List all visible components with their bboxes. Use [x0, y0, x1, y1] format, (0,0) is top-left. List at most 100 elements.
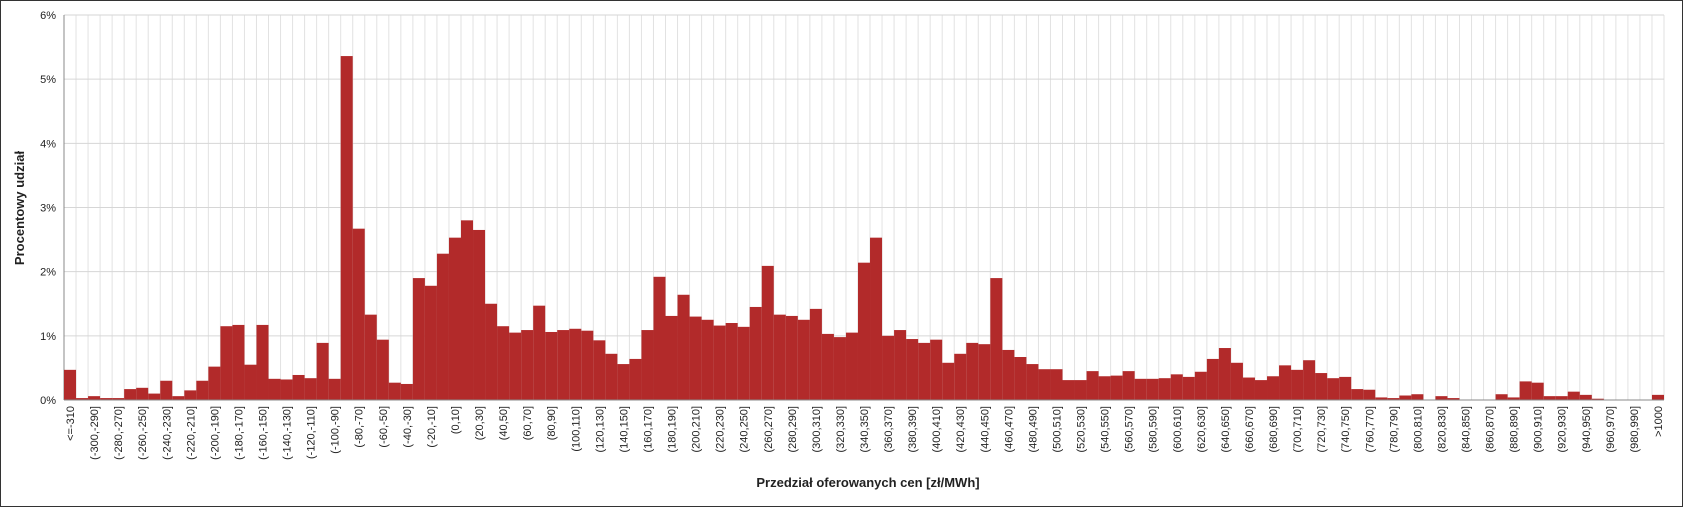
bar	[400, 383, 413, 400]
bar	[1567, 391, 1580, 400]
x-tick-label: (-300,-290]	[89, 406, 101, 460]
x-tick-label: >1000	[1653, 406, 1665, 437]
bar	[1495, 394, 1508, 400]
bar	[1267, 376, 1280, 400]
bar	[1351, 389, 1364, 400]
bar	[653, 276, 666, 400]
bar	[497, 326, 510, 400]
x-tick-label: (20,30]	[474, 406, 486, 440]
x-tick-label: (500,510]	[1051, 406, 1063, 452]
x-tick-label: (180,190]	[667, 406, 679, 452]
bar	[1651, 394, 1664, 400]
bar	[821, 333, 834, 400]
x-tick-label: (60,70]	[522, 406, 534, 440]
x-tick-label: (960,970]	[1605, 406, 1617, 452]
bar	[1291, 369, 1304, 400]
bar	[857, 262, 871, 400]
x-tick-label: (380,390]	[907, 406, 919, 452]
x-tick-label: (-200,-190]	[209, 406, 221, 460]
bar	[172, 396, 185, 400]
bar	[436, 253, 449, 400]
x-axis-label: Przedział oferowanych cen [zł/MWh]	[756, 475, 979, 490]
x-tick-label: (820,830]	[1436, 406, 1448, 452]
bar	[232, 324, 245, 400]
bar	[412, 278, 425, 400]
bar	[100, 398, 113, 400]
bar	[352, 228, 365, 400]
x-tick-label: (660,670]	[1244, 406, 1256, 452]
x-tick-label: (-260,-250]	[137, 406, 149, 460]
x-tick-label: (80,90]	[546, 406, 558, 440]
bar	[521, 330, 534, 400]
bar	[485, 303, 498, 400]
bar	[689, 316, 702, 400]
bar	[1194, 371, 1207, 400]
bar	[280, 379, 293, 400]
bar	[749, 306, 762, 400]
bar	[1086, 371, 1099, 400]
x-tick-label: (-220,-210]	[185, 406, 197, 460]
bar	[990, 278, 1003, 400]
bar	[112, 398, 125, 400]
x-tick-label: (-80,-70]	[354, 406, 366, 448]
x-tick-label: (340,350]	[859, 406, 871, 452]
x-tick-label: (40,50]	[498, 406, 510, 440]
bar	[1447, 398, 1460, 400]
bar	[1399, 395, 1412, 400]
bar	[256, 324, 269, 400]
x-tick-label: (840,850]	[1461, 406, 1473, 452]
bar	[882, 335, 895, 400]
y-tick-label: 6%	[40, 10, 56, 22]
x-tick-label: (440,450]	[979, 406, 991, 452]
bar	[906, 339, 919, 400]
bar	[1543, 396, 1556, 400]
x-tick-label: (-160,-150]	[257, 406, 269, 460]
bar	[954, 353, 967, 400]
bar	[1579, 394, 1592, 400]
bar	[617, 364, 630, 400]
x-tick-label: (420,430]	[955, 406, 967, 452]
bar	[1182, 376, 1195, 400]
bar	[1591, 398, 1604, 400]
bar	[1038, 369, 1051, 400]
x-tick-label: (640,650]	[1220, 406, 1232, 452]
bar	[304, 378, 317, 400]
bar	[1098, 376, 1111, 400]
bar	[894, 330, 907, 400]
x-tick-label: (760,770]	[1364, 406, 1376, 452]
x-tick-label: (160,170]	[642, 406, 654, 452]
bar	[1218, 348, 1231, 400]
bar	[328, 378, 341, 400]
bar	[533, 305, 546, 400]
bar	[364, 314, 377, 400]
y-tick-label: 4%	[40, 138, 56, 150]
bar	[1134, 378, 1147, 400]
x-tick-label: (0,10]	[450, 406, 462, 434]
x-tick-label: (240,250]	[739, 406, 751, 452]
x-tick-label: (700,710]	[1292, 406, 1304, 452]
bar	[1026, 364, 1039, 400]
y-tick-label: 0%	[40, 395, 56, 407]
x-tick-label: (140,150]	[618, 406, 630, 452]
x-tick-label: (-60,-50]	[378, 406, 390, 448]
bar	[761, 265, 774, 400]
bar	[1411, 394, 1424, 400]
x-tick-label: (520,530]	[1076, 406, 1088, 452]
bar	[64, 369, 77, 400]
bar	[737, 326, 750, 400]
x-tick-label: (260,270]	[763, 406, 775, 452]
x-tick-label: (300,310]	[811, 406, 823, 452]
x-tick-label: (580,590]	[1148, 406, 1160, 452]
x-tick-label: (-120,-110]	[306, 406, 318, 459]
bar	[388, 382, 401, 400]
bar	[509, 332, 522, 400]
bar	[773, 314, 786, 400]
x-tick-label: (-280,-270]	[113, 406, 125, 460]
bar	[376, 339, 389, 400]
x-tick-label: (280,290]	[787, 406, 799, 452]
x-tick-label: (680,690]	[1268, 406, 1280, 452]
bar	[1122, 371, 1135, 400]
bar	[1375, 397, 1388, 400]
x-tick-label: (920,930]	[1557, 406, 1569, 452]
